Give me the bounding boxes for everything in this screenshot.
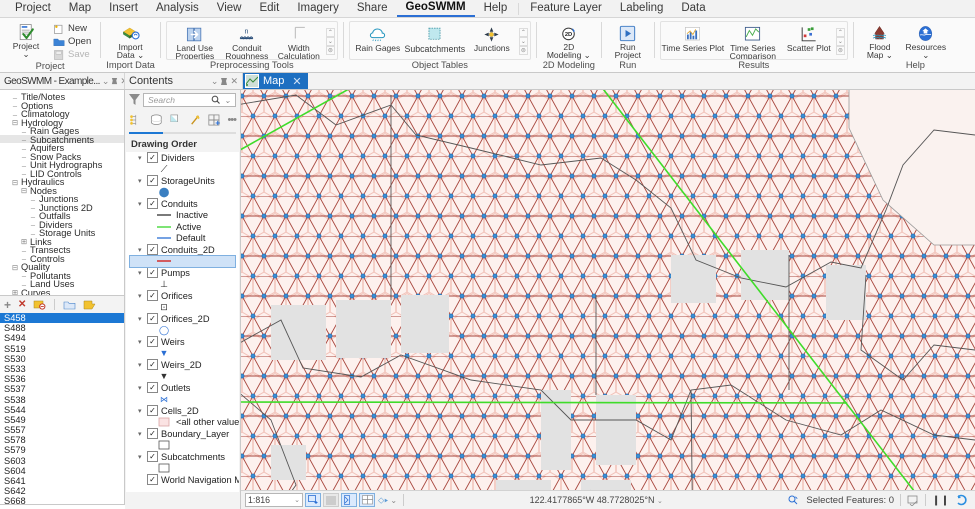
svg-text:2D: 2D [565, 32, 572, 38]
svg-text:n: n [245, 28, 249, 36]
